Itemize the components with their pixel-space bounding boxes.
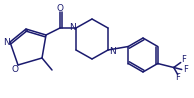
Text: O: O — [11, 64, 18, 74]
Text: F: F — [181, 55, 186, 64]
Text: F: F — [175, 73, 180, 82]
Text: O: O — [56, 4, 63, 13]
Text: F: F — [183, 65, 188, 74]
Text: N: N — [109, 46, 115, 55]
Text: N: N — [3, 38, 9, 46]
Text: N: N — [69, 23, 75, 31]
